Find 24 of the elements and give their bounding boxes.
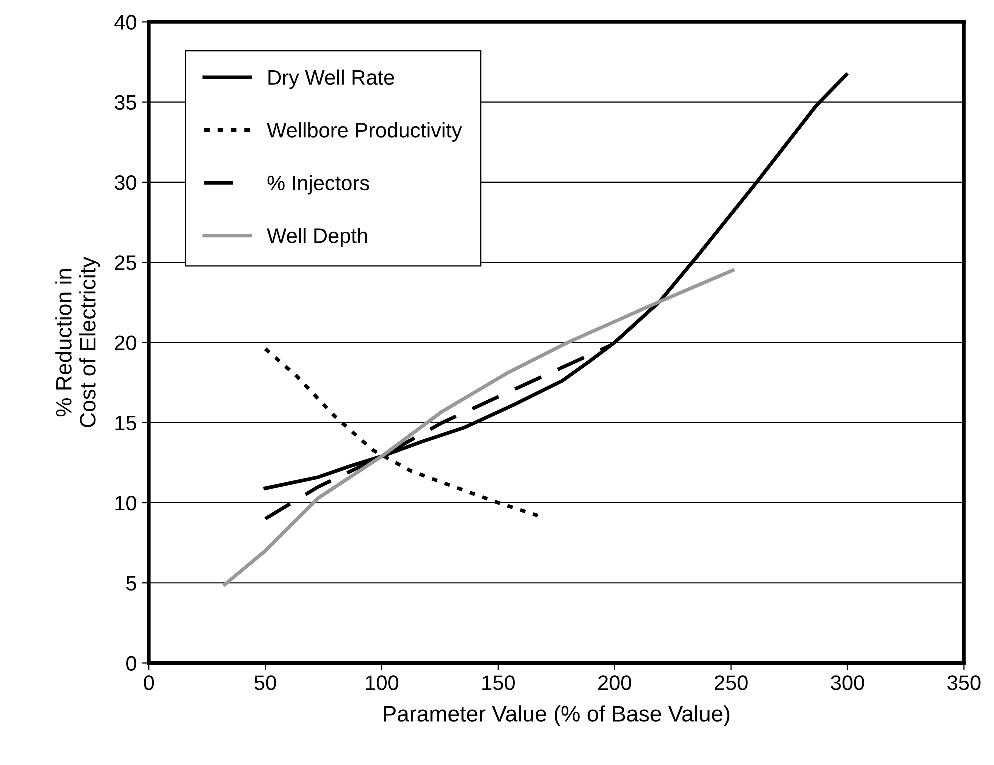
legend-label: Dry Well Rate [268, 70, 394, 90]
x-tick-label: 300 [831, 676, 864, 690]
x-tick-label: 0 [144, 676, 154, 690]
x-axis-title: Parameter Value (% of Base Value) [384, 706, 730, 726]
legend-label: Well Depth [267, 228, 368, 248]
x-tick-label: 350 [948, 676, 981, 690]
y-tick-label: 20 [115, 336, 136, 350]
y-tick-label: 25 [115, 256, 136, 270]
x-tick-label: 200 [598, 676, 632, 690]
y-tick-label: 5 [126, 576, 136, 591]
legend-label: % Injectors [268, 175, 370, 195]
x-tick-label: 150 [482, 676, 515, 690]
y-tick-label: 35 [114, 95, 136, 110]
legend-label: Wellbore Productivity [267, 122, 462, 142]
y-tick-label: 40 [114, 15, 136, 30]
y-tick-label: 15 [116, 416, 136, 431]
line-series [223, 268, 735, 587]
x-tick-label: 100 [366, 676, 399, 690]
y-axis-title: % Reduction in Cost of Electricity [56, 256, 100, 428]
x-tick-label: 50 [254, 676, 276, 690]
x-tick-label: 250 [714, 676, 748, 690]
y-tick-label: 0 [126, 656, 136, 672]
y-tick-label: 30 [114, 175, 136, 190]
y-tick-label: 10 [116, 496, 136, 511]
